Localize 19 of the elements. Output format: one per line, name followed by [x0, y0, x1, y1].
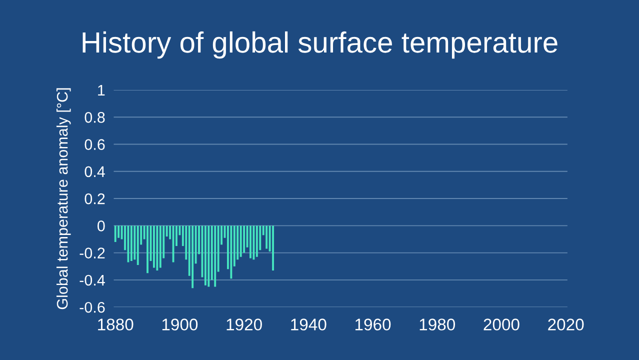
y-tick-label: 0.4	[84, 166, 105, 178]
x-tick-label: 2000	[484, 318, 520, 330]
y-axis-title: Global temperature anomaly [°C]	[56, 88, 71, 310]
x-tick-label: 1940	[291, 318, 326, 330]
x-tick-label: 2020	[548, 318, 584, 330]
x-tick-label: 1960	[356, 318, 391, 330]
y-tick-label: 0.6	[84, 139, 105, 150]
x-tick-label: 1920	[226, 318, 262, 330]
y-tick-label: 1	[98, 85, 105, 96]
y-tick-label: -0.4	[80, 274, 105, 286]
x-tick-label: 1980	[420, 318, 456, 330]
y-tick-label: 0	[98, 220, 105, 232]
y-tick-label: 0.2	[84, 193, 105, 204]
x-tick-label: 1880	[98, 318, 134, 330]
y-tick-label: -0.2	[80, 248, 105, 258]
x-tick-label: 1900	[162, 318, 198, 330]
y-tick-label: -0.6	[80, 302, 105, 313]
chart-title: History of global surface temperature	[82, 31, 558, 59]
y-tick-label: 0.8	[84, 112, 105, 123]
